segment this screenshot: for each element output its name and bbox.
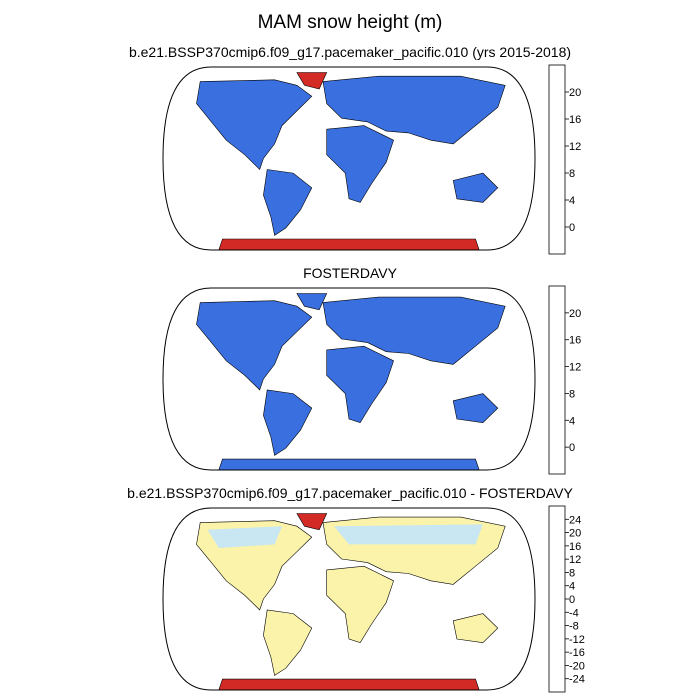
australia-region-1: [452, 172, 499, 203]
panel-2-title: FOSTERDAVY: [303, 265, 397, 281]
antarctica-region-3: [218, 678, 480, 690]
colorbar-3-tick-label: -4: [569, 607, 579, 619]
colorbar-3-tick-label: 0: [569, 594, 575, 606]
colorbar-2-tick-label: 8: [569, 388, 575, 400]
antarctica-region-1: [218, 238, 480, 250]
colorbar-1-tick-label: 16: [569, 114, 581, 126]
greenland-region-1: [296, 72, 328, 90]
australia-region-3: [452, 613, 499, 644]
panel-1-title: b.e21.BSSP370cmip6.f09_g17.pacemaker_pac…: [128, 44, 572, 60]
colorbar-1-tick-label: 0: [569, 222, 575, 234]
colorbar-1-tick-label: 8: [569, 168, 575, 180]
colorbar-1-tick-label: 4: [569, 195, 575, 207]
northAmerica-region-2: [196, 300, 313, 391]
colorbar-3-tick-label: -24: [569, 674, 585, 686]
colorbar-3-tick-label: 12: [569, 554, 581, 566]
africa-region-2: [326, 345, 394, 424]
colorbar-3-tick-label: 8: [569, 567, 575, 579]
colorbar-3-tick-label: -20: [569, 660, 585, 672]
eurasia-region-2: [322, 296, 506, 365]
colorbar-2-tick-label: 20: [569, 308, 581, 320]
map-border-1: [162, 66, 536, 251]
southAmerica-region-3: [263, 609, 313, 676]
antarctica-region-2: [218, 458, 480, 470]
colorbar-1-tick-label: 20: [569, 87, 581, 99]
northAmerica-region-1: [196, 79, 313, 171]
colorbar-2-tick-label: 12: [569, 362, 581, 374]
colorbar-2-tick-label: 4: [569, 415, 575, 427]
map-border-2: [162, 287, 536, 471]
greenland-region-2: [296, 293, 328, 311]
africa-region-1: [326, 125, 394, 203]
southAmerica-region-2: [263, 389, 313, 456]
map-border-3: [162, 507, 536, 691]
colorbar-3-tick-label: -12: [569, 634, 585, 646]
greenland-region-3: [296, 513, 328, 531]
main-title: MAM snow height (m): [257, 12, 443, 33]
colorbar-3-tick-label: 4: [569, 581, 575, 593]
colorbar-3-tick-label: 20: [569, 528, 581, 540]
colorbar-3-tick-label: 16: [569, 541, 581, 553]
colorbar-2-tick-label: 16: [569, 335, 581, 347]
colorbar-1-tick-label: 12: [569, 141, 581, 153]
australia-region-2: [452, 393, 499, 424]
colorbar-3-tick-label: 24: [569, 514, 581, 526]
eurasia-region-1: [322, 75, 506, 145]
colorbar-2-tick-label: 0: [569, 442, 575, 454]
boreal-region-eurasia: [334, 524, 483, 545]
southAmerica-region-1: [263, 169, 313, 236]
colorbar-3-tick-label: -8: [569, 621, 579, 633]
panel-3-title: b.e21.BSSP370cmip6.f09_g17.pacemaker_pac…: [127, 485, 573, 501]
boreal-region-na: [207, 526, 282, 548]
africa-region-3: [326, 565, 394, 644]
colorbar-3-tick-label: -16: [569, 647, 585, 659]
